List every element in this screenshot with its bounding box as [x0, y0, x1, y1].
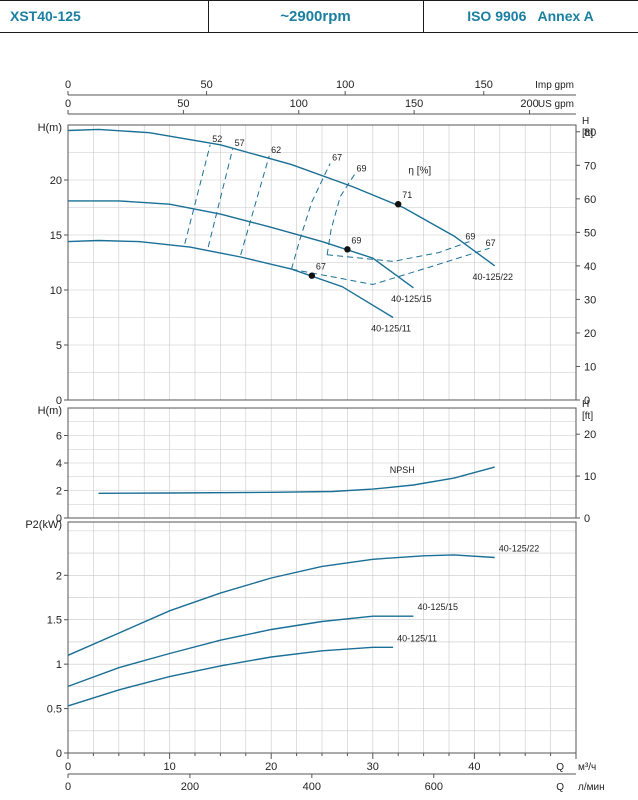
m3h-tick-label: 0: [65, 761, 71, 773]
series-label: 40-125/15: [391, 294, 432, 304]
y-axis-label: H(m): [38, 405, 62, 417]
y-right-tick-label: 30: [584, 294, 596, 306]
y-tick-label: 20: [50, 175, 62, 187]
y-right-tick-label: 60: [584, 194, 596, 206]
us-gpm-tick-label: 200: [520, 98, 538, 110]
iso-efficiency-line: [207, 149, 234, 248]
curve-40-125-11: [67, 239, 394, 319]
q-label: Q: [556, 762, 564, 773]
curve-40-125-22: [67, 128, 496, 267]
imp-gpm-label: Imp gpm: [535, 80, 574, 91]
y-right-tick-label: 80: [584, 127, 596, 139]
imp-gpm-tick-label: 150: [475, 79, 493, 91]
standard-title: ISO 9906 Annex A: [467, 8, 594, 24]
curve-40-125-15: [68, 200, 414, 289]
iso-efficiency-line: [240, 155, 270, 255]
iso-efficiency-label: 69: [357, 164, 367, 174]
efficiency-point: [308, 272, 316, 279]
imp-gpm-tick-label: 50: [200, 79, 212, 91]
efficiency-point-label: 67: [316, 262, 326, 272]
m3h-unit: м³/ч: [578, 762, 596, 773]
series-label: 40-125/15: [417, 602, 458, 612]
y-tick-label: 10: [50, 285, 62, 297]
series-label: 40-125/11: [371, 324, 411, 334]
curve-40-125-15: [67, 615, 414, 688]
lmin-tick-label: 0: [65, 781, 71, 793]
y-right-tick-label: 10: [584, 471, 596, 483]
y-tick-label: 2: [56, 570, 62, 582]
y-tick-label: 0: [56, 513, 62, 525]
series-label: 40-125/22: [499, 544, 540, 554]
y-tick-label: 15: [50, 230, 62, 242]
us-gpm-tick-label: 150: [405, 98, 423, 110]
q-label: Q: [556, 782, 564, 793]
y-tick-label: 4: [56, 458, 62, 470]
y-right-tick-label: 0: [584, 513, 590, 525]
y-axis-label: P2(kW): [25, 519, 62, 531]
iso-efficiency-label: 62: [271, 145, 281, 155]
y-tick-label: 0.5: [47, 704, 62, 716]
m3h-tick-label: 10: [163, 761, 175, 773]
efficiency-point-label: 71: [402, 190, 412, 200]
header-divider: [208, 1, 209, 32]
y-right-tick-label: 20: [584, 328, 596, 340]
series-label: 40-125/11: [397, 633, 437, 643]
y-right-tick-label: 50: [584, 227, 596, 239]
y-right-tick-label: 70: [584, 160, 596, 172]
panel-frame: [67, 124, 577, 401]
iso-efficiency-line: [326, 174, 470, 262]
us-gpm-tick-label: 50: [177, 98, 189, 110]
y-axis-label: H(m): [38, 122, 62, 134]
us-gpm-tick-label: 0: [65, 98, 71, 110]
m3h-tick-label: 30: [367, 761, 379, 773]
y-tick-label: 0: [56, 748, 62, 760]
iso-efficiency-label: 67: [486, 238, 496, 248]
iso-efficiency-label: 57: [235, 138, 245, 148]
iso-efficiency-label: 52: [212, 134, 222, 144]
y-tick-label: 5: [56, 340, 62, 352]
speed-title: ~2900rpm: [280, 8, 351, 25]
y-right-axis-unit: [ft]: [582, 128, 593, 139]
y-tick-label: 0: [56, 395, 62, 407]
y-right-tick-label: 40: [584, 261, 596, 273]
y-tick-label: 1: [56, 659, 62, 671]
y-right-axis-unit: [ft]: [582, 411, 593, 422]
header-divider: [423, 1, 424, 32]
y-tick-label: 6: [56, 431, 62, 443]
lmin-tick-label: 600: [425, 781, 443, 793]
series-label: 40-125/22: [472, 272, 513, 282]
y-tick-label: 2: [56, 486, 62, 498]
curve-40-125-22: [67, 554, 495, 656]
y-right-axis-label: H: [582, 116, 589, 127]
efficiency-point-label: 69: [351, 235, 361, 245]
us-gpm-label: US gpm: [538, 99, 574, 110]
efficiency-axis-label: η [%]: [408, 165, 431, 176]
iso-efficiency-label: 67: [332, 153, 342, 163]
y-right-tick-label: 0: [584, 395, 590, 407]
us-gpm-tick-label: 100: [290, 98, 308, 110]
m3h-tick-label: 20: [265, 761, 277, 773]
series-label: NPSH: [390, 465, 415, 475]
lmin-tick-label: 400: [303, 781, 321, 793]
efficiency-point: [344, 246, 351, 253]
header-bar: XST40-125 ~2900rpm ISO 9906 Annex A: [0, 0, 638, 33]
iso-efficiency-line: [291, 163, 490, 286]
efficiency-point: [395, 201, 402, 208]
lmin-unit: л/мин: [578, 782, 605, 793]
iso-efficiency-line: [184, 144, 211, 244]
y-tick-label: 1.5: [47, 615, 62, 627]
imp-gpm-tick-label: 0: [65, 79, 71, 91]
y-right-tick-label: 20: [584, 429, 596, 441]
m3h-tick-label: 40: [468, 761, 480, 773]
curve-npsh: [98, 466, 495, 494]
imp-gpm-tick-label: 100: [336, 79, 354, 91]
y-right-axis-label: H: [582, 399, 589, 410]
iso-efficiency-label: 69: [465, 232, 475, 242]
model-title: XST40-125: [10, 8, 81, 24]
curve-40-125-11: [67, 646, 394, 707]
lmin-tick-label: 200: [181, 781, 199, 793]
y-right-tick-label: 10: [584, 361, 596, 373]
